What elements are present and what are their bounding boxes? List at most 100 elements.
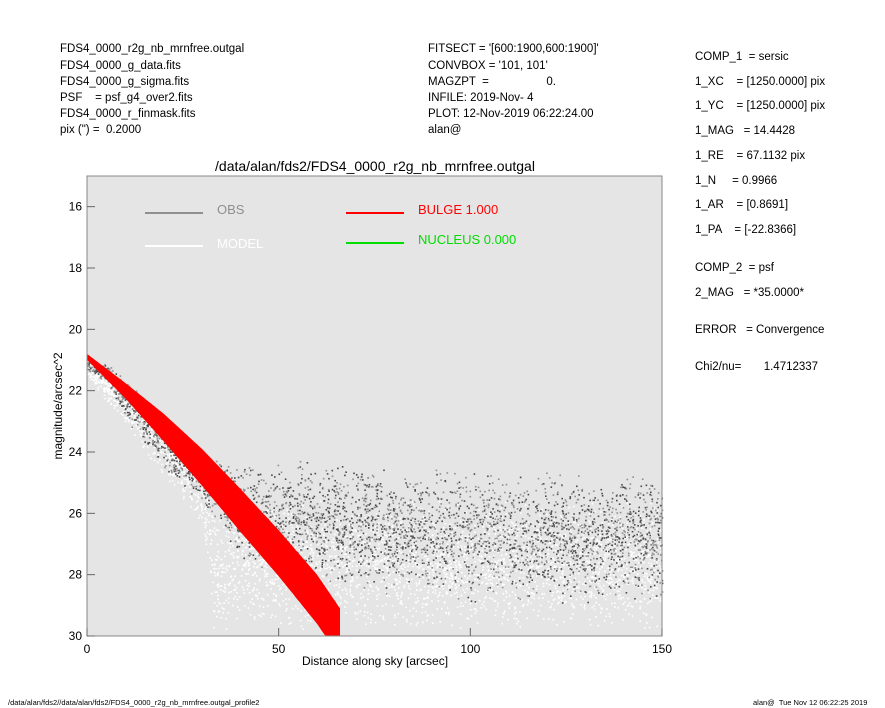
obs-point [562, 520, 564, 522]
obs-point [554, 561, 557, 563]
obs-point [370, 499, 372, 502]
obs-point [522, 527, 524, 530]
model-point [586, 560, 589, 563]
model-point [634, 599, 637, 601]
obs-point [634, 563, 637, 566]
model-point [243, 539, 246, 542]
obs-point [616, 526, 618, 529]
obs-point [307, 513, 310, 516]
model-point [515, 618, 518, 620]
model-point [263, 569, 266, 571]
obs-point [317, 549, 320, 551]
model-point [514, 607, 516, 610]
model-point [223, 526, 225, 528]
obs-point [302, 494, 305, 496]
obs-point [502, 524, 505, 526]
model-point [480, 607, 482, 609]
param-line: 1_RE = 67.1132 pix [695, 150, 806, 162]
obs-point [614, 568, 617, 570]
model-point [338, 571, 341, 574]
obs-point [269, 512, 272, 514]
obs-point [589, 529, 591, 532]
model-point [376, 531, 378, 534]
model-point [635, 566, 637, 568]
model-point [403, 564, 405, 566]
obs-point [247, 554, 250, 557]
model-point [353, 547, 355, 550]
model-point [144, 436, 147, 438]
model-point [578, 572, 580, 575]
model-point [604, 570, 606, 573]
model-point [643, 588, 646, 591]
model-point [635, 601, 638, 603]
obs-point [532, 548, 534, 550]
obs-point [565, 540, 568, 543]
obs-point [630, 526, 633, 528]
model-point [542, 555, 545, 558]
model-point [650, 502, 652, 505]
model-point [205, 519, 208, 521]
model-point [435, 581, 438, 583]
obs-point [621, 525, 624, 527]
model-point [568, 506, 570, 509]
model-point [480, 554, 482, 557]
obs-point [534, 545, 537, 547]
model-point [352, 533, 354, 536]
model-point [545, 554, 548, 557]
model-point [618, 553, 620, 556]
obs-point [178, 476, 181, 478]
model-point [425, 564, 427, 567]
obs-point [318, 531, 320, 534]
model-point [549, 529, 552, 531]
model-point [229, 527, 232, 529]
obs-point [87, 368, 89, 371]
obs-point [211, 510, 213, 513]
obs-point [439, 531, 442, 534]
model-point [435, 586, 437, 588]
model-point [351, 529, 354, 532]
model-point [397, 598, 399, 600]
model-point [458, 563, 460, 565]
model-point [248, 564, 251, 566]
obs-point [468, 517, 471, 520]
model-point [335, 584, 338, 586]
obs-point [394, 550, 397, 553]
obs-point [328, 507, 331, 510]
model-point [429, 567, 432, 570]
model-point [222, 567, 224, 570]
model-point [487, 565, 489, 568]
obs-point [337, 493, 340, 495]
model-point [501, 622, 503, 625]
obs-point [174, 470, 177, 472]
obs-point [367, 508, 369, 510]
model-point [625, 549, 627, 551]
model-point [146, 446, 149, 449]
obs-point [659, 521, 662, 524]
obs-point [88, 365, 91, 367]
obs-point [545, 532, 547, 535]
obs-point [156, 448, 159, 450]
obs-point [383, 543, 386, 546]
model-point [310, 533, 313, 535]
model-point [304, 556, 306, 559]
model-point [234, 526, 237, 529]
model-point [600, 587, 603, 589]
model-point [450, 562, 452, 565]
model-point [361, 543, 364, 545]
model-point [273, 514, 275, 517]
obs-point [660, 593, 662, 596]
model-point [196, 507, 198, 509]
obs-point [331, 515, 333, 517]
model-point [242, 565, 245, 567]
model-point [436, 535, 438, 537]
model-point [569, 529, 571, 532]
model-point [557, 561, 559, 564]
obs-point [282, 520, 284, 523]
obs-point [573, 555, 575, 557]
model-point [503, 612, 505, 614]
model-point [263, 613, 265, 615]
obs-point [252, 469, 254, 471]
obs-point [343, 531, 346, 534]
obs-point [248, 467, 251, 469]
model-point [270, 520, 272, 522]
